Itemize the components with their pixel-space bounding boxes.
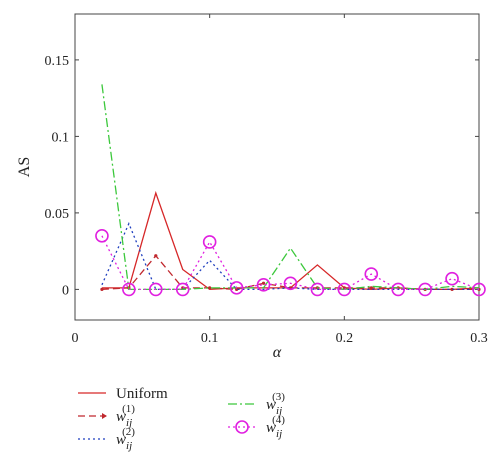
x-tick-label: 0.2 xyxy=(336,331,354,346)
legend-item-2: wij(1) xyxy=(78,403,135,429)
legend-label: wij(3) xyxy=(266,391,285,417)
plot-frame xyxy=(74,13,480,321)
data-point-marker xyxy=(364,267,379,281)
x-tick-label: 0.1 xyxy=(201,331,219,346)
x-axis-label: α xyxy=(273,344,282,361)
data-point xyxy=(208,286,212,290)
data-point-marker xyxy=(95,229,109,243)
data-point xyxy=(450,287,454,291)
y-tick-label: 0.05 xyxy=(45,207,70,222)
y-tick-label: 0.15 xyxy=(45,54,70,69)
data-point-marker xyxy=(310,282,325,297)
legend-item-1: Uniform xyxy=(78,386,168,402)
series-3 xyxy=(101,221,479,291)
data-point-marker xyxy=(149,282,163,297)
plot-area-border xyxy=(74,13,480,321)
data-point xyxy=(100,287,104,291)
data-point-marker xyxy=(122,282,136,297)
data-point xyxy=(154,254,158,258)
legend-item-4: wij(3) xyxy=(228,391,285,417)
y-tick-label: 0.1 xyxy=(52,130,70,145)
series-line xyxy=(101,235,480,291)
data-point-marker xyxy=(418,282,432,297)
x-tick-label: 0.3 xyxy=(470,331,488,346)
data-point xyxy=(369,286,373,290)
y-tick-label: 0 xyxy=(62,283,69,298)
axis-ticks: 0 0.1 0.2 0.3 0 0.05 0.1 0.15 xyxy=(45,14,488,346)
legend-label: wij(2) xyxy=(116,426,135,452)
data-point-marker xyxy=(391,282,406,297)
data-point-marker xyxy=(256,278,271,292)
legend-label: wij(1) xyxy=(116,403,135,429)
data-point xyxy=(261,281,266,285)
legend-label: Uniform xyxy=(116,386,168,402)
data-point-marker xyxy=(337,282,352,297)
series-1 xyxy=(101,190,480,291)
legend-marker xyxy=(235,420,249,434)
data-point-marker xyxy=(175,282,190,297)
legend-item-3: wij(2) xyxy=(78,426,135,452)
data-point xyxy=(235,287,239,291)
legend-label: wij(4) xyxy=(266,414,285,440)
data-point-marker xyxy=(202,235,217,249)
data-point-marker xyxy=(472,282,486,297)
series-2 xyxy=(100,254,481,291)
series-line xyxy=(101,190,480,291)
series-layer xyxy=(95,84,486,297)
series-5 xyxy=(95,229,486,297)
data-point-marker xyxy=(283,276,298,291)
legend-arrow xyxy=(102,413,107,419)
data-point-marker xyxy=(229,281,244,295)
y-axis-label: AS xyxy=(16,157,33,177)
data-point-marker xyxy=(445,271,459,286)
series-line xyxy=(101,221,479,291)
x-tick-label: 0 xyxy=(72,331,79,346)
legend-item-5: wij(4) xyxy=(228,414,285,440)
